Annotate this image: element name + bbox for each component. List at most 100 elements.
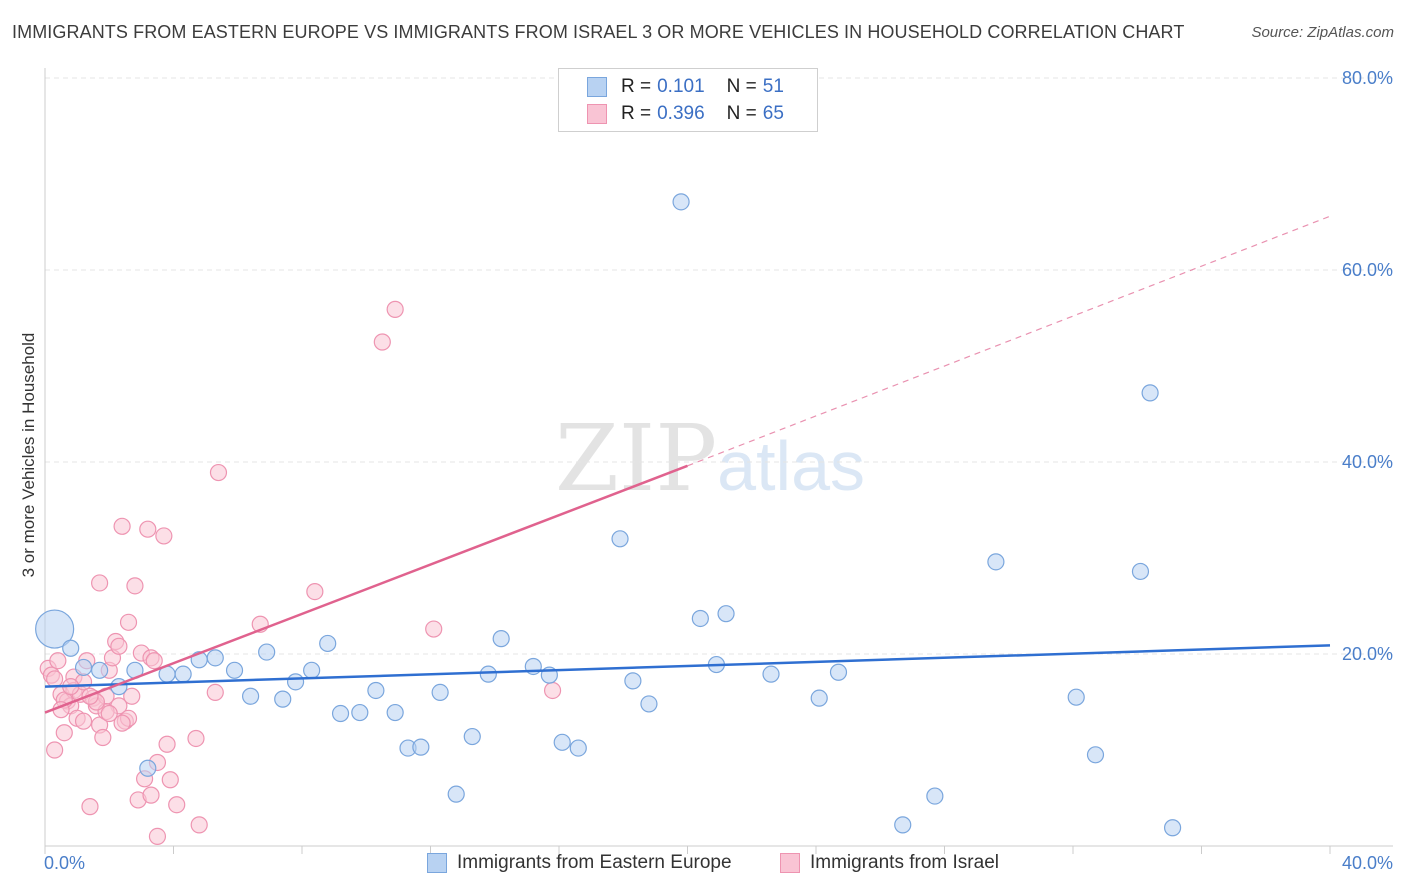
point-blue-41	[810, 689, 828, 707]
point-blue-8	[174, 665, 192, 683]
legend-n-value-blue: 51	[762, 76, 784, 97]
point-pink-52	[386, 300, 404, 318]
point-pink-54	[543, 681, 562, 700]
y-tick-label-3: 80.0%	[1342, 68, 1393, 88]
legend-n-value-pink: 65	[762, 103, 784, 124]
legend-r-label: R =	[621, 103, 652, 124]
point-blue-34	[624, 672, 642, 690]
point-blue-17	[319, 634, 337, 653]
pink-series-points	[39, 300, 562, 846]
point-pink-41	[155, 527, 173, 545]
y-tick-label-2: 60.0%	[1342, 260, 1393, 280]
legend-swatch-blue	[587, 77, 607, 97]
point-blue-35	[640, 695, 658, 713]
point-blue-43	[894, 816, 912, 834]
point-pink-45	[187, 729, 205, 748]
y-tick-label-1: 40.0%	[1342, 452, 1393, 472]
point-blue-40	[762, 665, 780, 683]
point-pink-14	[81, 798, 99, 816]
chart-title: IMMIGRANTS FROM EASTERN EUROPE VS IMMIGR…	[12, 22, 1185, 42]
x-tick-label-0: 0.0%	[44, 853, 85, 873]
point-blue-42	[829, 663, 848, 681]
point-blue-24	[431, 683, 449, 702]
point-blue-0	[35, 609, 75, 649]
point-blue-44	[926, 787, 944, 805]
point-pink-44	[168, 796, 186, 814]
point-blue-33	[611, 530, 629, 548]
trend-line-pink	[44, 464, 688, 714]
point-blue-37	[691, 609, 709, 628]
bottom-legend-label-pink: Immigrants from Israel	[810, 852, 999, 873]
legend-row-blue: R = 0.101 N = 51	[587, 74, 784, 100]
point-pink-2	[46, 741, 64, 759]
bottom-legend-swatch-blue	[427, 853, 447, 873]
bottom-legend-blue: Immigrants from Eastern Europe	[427, 852, 732, 874]
point-pink-28	[119, 613, 138, 631]
point-pink-24	[110, 637, 128, 655]
point-pink-30	[123, 687, 141, 705]
point-blue-12	[242, 687, 260, 705]
y-tick-label-0: 20.0%	[1342, 644, 1393, 664]
point-blue-23	[412, 738, 430, 756]
bottom-legend-swatch-pink	[780, 853, 800, 873]
bottom-legend-pink: Immigrants from Israel	[780, 852, 999, 874]
point-blue-49	[1141, 384, 1159, 402]
point-blue-48	[1131, 562, 1150, 581]
point-pink-12	[74, 712, 93, 730]
point-blue-3	[91, 661, 109, 679]
trend-line-blue	[44, 644, 1331, 688]
point-pink-26	[113, 517, 131, 535]
blue-series-points	[35, 193, 1182, 837]
tick-labels: 20.0% 40.0% 60.0% 80.0% 0.0% 40.0%	[44, 68, 1393, 873]
point-blue-47	[1086, 746, 1105, 764]
bottom-legend-label-blue: Immigrants from Eastern Europe	[457, 852, 732, 873]
legend-n-label: N =	[726, 103, 757, 124]
point-pink-35	[139, 520, 157, 538]
legend-swatch-pink	[587, 104, 607, 124]
point-pink-48	[209, 463, 228, 482]
axes	[44, 68, 1393, 854]
point-pink-38	[145, 652, 163, 670]
point-pink-3	[49, 652, 67, 670]
point-blue-36	[672, 193, 690, 211]
point-blue-15	[286, 673, 305, 691]
point-pink-42	[158, 735, 176, 753]
y-axis-label: 3 or more Vehicles in Household	[19, 333, 38, 578]
point-blue-25	[447, 785, 465, 803]
point-pink-47	[206, 683, 224, 702]
point-blue-39	[717, 605, 735, 623]
trend-line-pink-dashed	[687, 215, 1331, 467]
point-blue-28	[492, 630, 510, 648]
watermark: ZIPatlas	[555, 405, 865, 512]
point-blue-26	[463, 727, 481, 746]
watermark-atlas: atlas	[717, 427, 866, 505]
point-blue-45	[987, 553, 1005, 571]
point-blue-32	[569, 739, 587, 757]
grid-lines	[45, 77, 1393, 655]
x-tick-label-1: 40.0%	[1342, 853, 1393, 873]
point-blue-50	[1163, 819, 1182, 837]
point-blue-31	[553, 733, 571, 751]
legend-r-value-blue: 0.101	[657, 76, 705, 97]
legend-r-label: R =	[621, 76, 652, 97]
point-blue-19	[351, 703, 369, 722]
point-pink-46	[190, 816, 208, 834]
point-pink-59	[46, 670, 64, 688]
point-blue-11	[225, 661, 244, 679]
point-blue-14	[274, 690, 292, 708]
point-blue-13	[258, 643, 276, 661]
point-blue-2	[74, 658, 93, 677]
point-blue-6	[139, 759, 157, 777]
point-blue-27	[479, 665, 497, 683]
point-blue-16	[303, 661, 321, 679]
point-pink-50	[306, 582, 324, 601]
watermark-zip: ZIP	[555, 405, 718, 512]
point-blue-18	[331, 704, 350, 723]
point-pink-31	[126, 577, 144, 595]
legend-n-label: N =	[726, 76, 757, 97]
point-pink-58	[113, 714, 131, 732]
point-pink-5	[55, 724, 73, 742]
point-pink-53	[425, 620, 443, 638]
point-pink-18	[91, 574, 109, 592]
